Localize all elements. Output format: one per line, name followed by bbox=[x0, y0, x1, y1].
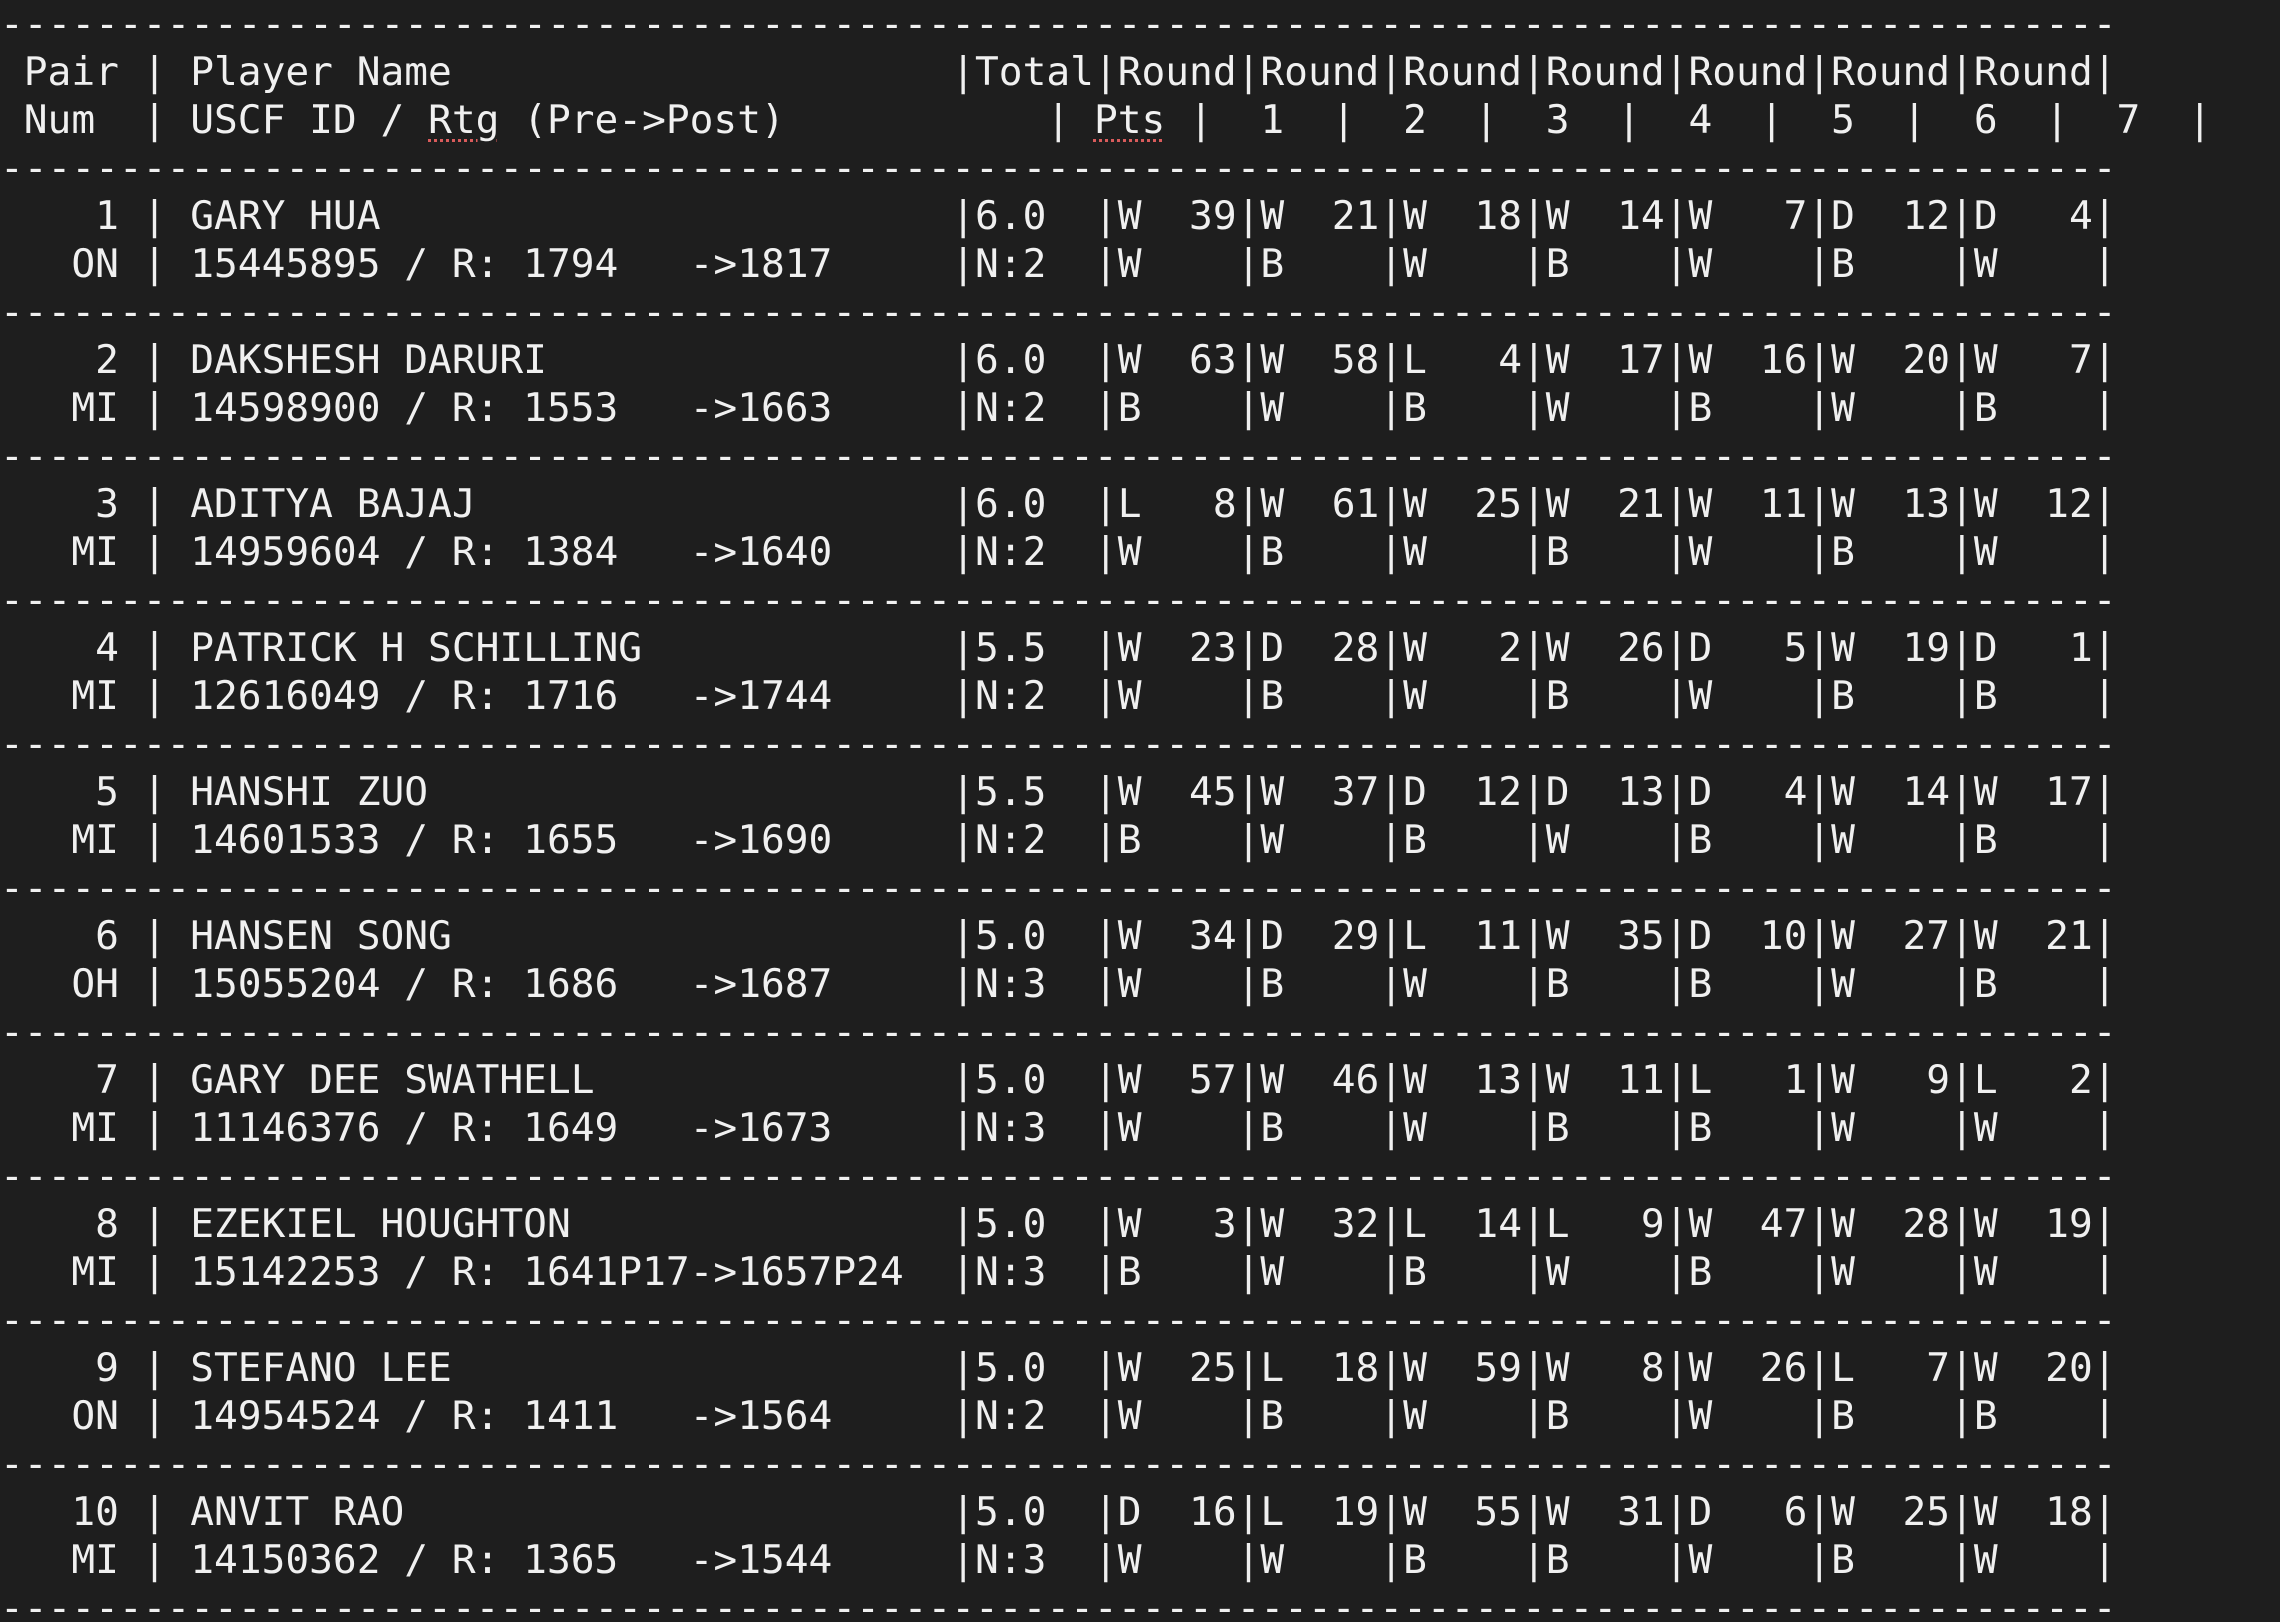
separator-line: ----------------------------------------… bbox=[0, 1153, 2117, 1199]
player-row-4-line-1: 4 | PATRICK H SCHILLING |5.5 |W 23|D 28|… bbox=[0, 625, 2117, 671]
separator-line: ----------------------------------------… bbox=[0, 577, 2117, 623]
separator-line: ----------------------------------------… bbox=[0, 145, 2117, 191]
player-row-10-line-2: MI | 14150362 / R: 1365 ->1544 |N:3 |W |… bbox=[0, 1537, 2117, 1583]
player-row-6-line-2: OH | 15055204 / R: 1686 ->1687 |N:3 |W |… bbox=[0, 961, 2117, 1007]
player-row-5-line-1: 5 | HANSHI ZUO |5.5 |W 45|W 37|D 12|D 13… bbox=[0, 769, 2117, 815]
player-row-4-line-2: MI | 12616049 / R: 1716 ->1744 |N:2 |W |… bbox=[0, 673, 2117, 719]
player-row-3-line-1: 3 | ADITYA BAJAJ |6.0 |L 8|W 61|W 25|W 2… bbox=[0, 481, 2117, 527]
player-row-1-line-1: 1 | GARY HUA |6.0 |W 39|W 21|W 18|W 14|W… bbox=[0, 193, 2117, 239]
header-line-1: Pair | Player Name |Total|Round|Round|Ro… bbox=[0, 49, 2141, 95]
player-row-2-line-2: MI | 14598900 / R: 1553 ->1663 |N:2 |B |… bbox=[0, 385, 2117, 431]
player-row-10-line-1: 10 | ANVIT RAO |5.0 |D 16|L 19|W 55|W 31… bbox=[0, 1489, 2117, 1535]
separator-line: ----------------------------------------… bbox=[0, 1, 2117, 47]
separator-line: ----------------------------------------… bbox=[0, 1009, 2117, 1055]
player-row-5-line-2: MI | 14601533 / R: 1655 ->1690 |N:2 |B |… bbox=[0, 817, 2117, 863]
separator-line: ----------------------------------------… bbox=[0, 1585, 2117, 1622]
spellcheck-word-rtg: Rtg bbox=[428, 97, 500, 143]
separator-line: ----------------------------------------… bbox=[0, 289, 2117, 335]
player-row-1-line-2: ON | 15445895 / R: 1794 ->1817 |N:2 |W |… bbox=[0, 241, 2117, 287]
separator-line: ----------------------------------------… bbox=[0, 1297, 2117, 1343]
player-row-9-line-1: 9 | STEFANO LEE |5.0 |W 25|L 18|W 59|W 8… bbox=[0, 1345, 2117, 1391]
crosstable-text: ----------------------------------------… bbox=[0, 1, 2212, 1622]
player-row-9-line-2: ON | 14954524 / R: 1411 ->1564 |N:2 |W |… bbox=[0, 1393, 2117, 1439]
player-row-6-line-1: 6 | HANSEN SONG |5.0 |W 34|D 29|L 11|W 3… bbox=[0, 913, 2117, 959]
player-row-7-line-1: 7 | GARY DEE SWATHELL |5.0 |W 57|W 46|W … bbox=[0, 1057, 2117, 1103]
player-row-8-line-1: 8 | EZEKIEL HOUGHTON |5.0 |W 3|W 32|L 14… bbox=[0, 1201, 2117, 1247]
player-row-7-line-2: MI | 11146376 / R: 1649 ->1673 |N:3 |W |… bbox=[0, 1105, 2117, 1151]
player-row-3-line-2: MI | 14959604 / R: 1384 ->1640 |N:2 |W |… bbox=[0, 529, 2117, 575]
spellcheck-word-pts: Pts bbox=[1093, 97, 1166, 143]
separator-line: ----------------------------------------… bbox=[0, 1441, 2117, 1487]
separator-line: ----------------------------------------… bbox=[0, 433, 2117, 479]
separator-line: ----------------------------------------… bbox=[0, 721, 2117, 767]
player-row-8-line-2: MI | 15142253 / R: 1641P17->1657P24 |N:3… bbox=[0, 1249, 2117, 1295]
header-line-2: Num | USCF ID / Rtg (Pre->Post) | Pts | … bbox=[0, 97, 2212, 143]
player-row-2-line-1: 2 | DAKSHESH DARURI |6.0 |W 63|W 58|L 4|… bbox=[0, 337, 2117, 383]
separator-line: ----------------------------------------… bbox=[0, 865, 2117, 911]
